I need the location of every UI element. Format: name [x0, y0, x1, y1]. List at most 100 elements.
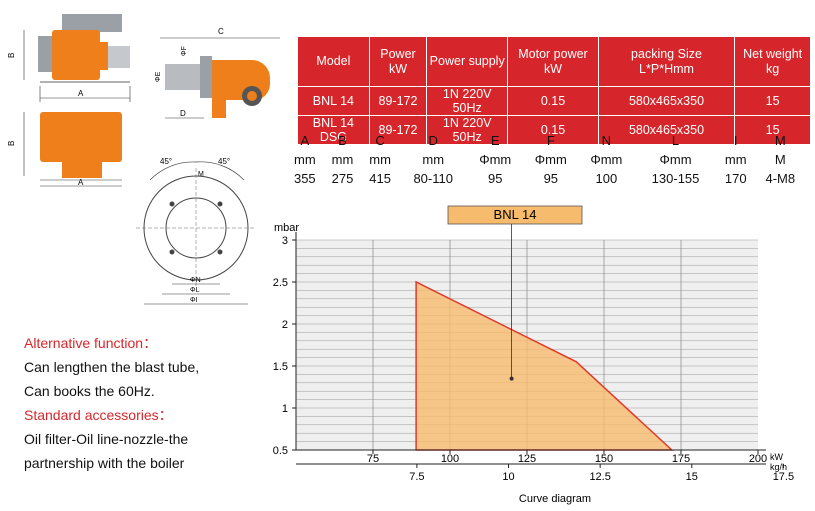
- cell-power: 89-172: [368, 86, 428, 116]
- dim-value: 80-110: [413, 171, 453, 186]
- dim-label-l: ΦL: [190, 287, 200, 294]
- table-row: BNL 14 DSG 89-172 1N 220V 50Hz 0.15 580x…: [297, 115, 811, 145]
- x-tick-label-kgh: 15: [686, 471, 698, 483]
- dim-unit: mm: [369, 152, 391, 167]
- dim-value: 4-M8: [765, 171, 796, 186]
- dim-value: 355: [293, 171, 316, 186]
- dim-value: 100: [595, 171, 618, 186]
- standard-accessories-title: Standard accessories：: [24, 407, 173, 423]
- cell-power-supply: 1N 220V 50Hz: [426, 115, 509, 145]
- flange-drawing: 45° 45° M ΦN ΦL ΦI: [136, 157, 256, 305]
- burner-side-view: A B: [7, 14, 131, 102]
- dimension-table: A B C D E F N L I M mm mm mm mm Φmm Φmm …: [286, 131, 806, 188]
- dim-value: 275: [331, 171, 354, 186]
- dim-letter: B: [338, 133, 347, 148]
- dim-value: 170: [724, 171, 747, 186]
- standard-accessories-line-1: Oil filter-Oil line-nozzle-the: [24, 431, 189, 447]
- x-unit-kgh: kg/h: [770, 462, 787, 472]
- dimension-letters-row: A B C D E F N L I M: [286, 131, 806, 150]
- technical-drawings: A B A B C ΦF D ΦE 45° 45°: [7, 14, 280, 305]
- dim-unit: mm: [422, 152, 445, 167]
- header-power: Power kW: [368, 36, 428, 87]
- dim-letter: M: [774, 133, 786, 148]
- header-motor-power: Motor power kW: [507, 36, 599, 87]
- x-tick-label-kgh: 10: [502, 471, 514, 483]
- y-tick-label: 1.5: [273, 361, 288, 373]
- dim-label-a: A: [78, 89, 84, 98]
- dim-letter: E: [490, 133, 500, 148]
- title-pointer-dot: [509, 376, 514, 381]
- angle-label-right: 45°: [218, 157, 230, 166]
- header-net-weight: Net weight kg: [734, 36, 811, 87]
- x-tick-label-kgh: 7.5: [409, 471, 424, 483]
- dim-unit: mm: [331, 152, 354, 167]
- burner-top-view: A B: [7, 112, 122, 187]
- dim-label-d: D: [180, 109, 186, 118]
- x-tick-label-kw: 150: [595, 453, 613, 465]
- cell-model: BNL 14: [297, 86, 370, 116]
- dim-label-i: ΦI: [190, 297, 198, 304]
- dim-unit: mm: [293, 152, 316, 167]
- y-tick-label: 2.5: [273, 277, 288, 289]
- y-axis-label: mbar: [274, 222, 299, 234]
- dim-letter: L: [671, 133, 680, 148]
- y-tick-label: 3: [282, 235, 288, 247]
- dim-label-f: ΦF: [181, 46, 188, 56]
- dim-label-n: ΦN: [190, 277, 201, 284]
- header-model: Model: [297, 36, 370, 87]
- dim-label-m: M: [198, 171, 204, 178]
- dim-letter: I: [733, 133, 738, 148]
- chart-title: BNL 14: [494, 207, 537, 222]
- y-tick-labels: 0.5 1 1.5 2 2.5 3: [273, 235, 296, 457]
- x-tick-label-kw: 125: [518, 453, 536, 465]
- dim-label-c: C: [218, 27, 224, 36]
- y-tick-label: 2: [282, 319, 288, 331]
- dim-label-a-2: A: [78, 178, 84, 187]
- dimension-values-row: 355 275 415 80-110 95 95 100 130-155 170…: [286, 169, 806, 188]
- cell-net-weight: 15: [734, 115, 811, 145]
- table-row: BNL 14 89-172 1N 220V 50Hz 0.15 580x465x…: [297, 86, 811, 116]
- dim-value: 95: [488, 171, 503, 186]
- x-unit-kw: kW: [770, 452, 784, 462]
- x-tick-label-kw: 175: [672, 453, 690, 465]
- x-tick-label-kgh: 12.5: [589, 471, 610, 483]
- alternative-function-line-1: Can lengthen the blast tube,: [24, 359, 200, 375]
- x-tick-label-kw: 200: [749, 453, 767, 465]
- cell-net-weight: 15: [734, 86, 811, 116]
- standard-accessories-line-2: partnership with the boiler: [24, 455, 185, 471]
- spec-table: Model Power kW Power supply Motor power …: [297, 36, 811, 145]
- header-power-supply: Power supply: [426, 36, 509, 87]
- dim-value: 415: [369, 171, 391, 186]
- dim-letter: F: [546, 133, 555, 148]
- cell-power: 89-172: [368, 115, 428, 145]
- dim-value: 130-155: [651, 171, 700, 186]
- dim-letter: N: [601, 133, 612, 148]
- x-tick-label-kgh: 17.5: [773, 471, 794, 483]
- cell-packing-size: 580x465x350: [597, 86, 736, 116]
- dim-letter: D: [428, 133, 438, 148]
- header-packing-size: packing Size L*P*Hmm: [597, 36, 736, 87]
- x-tick-label-kw: 75: [367, 453, 379, 465]
- dim-unit: Φmm: [479, 152, 512, 167]
- dim-letter: C: [375, 133, 385, 148]
- y-tick-label: 1: [282, 403, 288, 415]
- cell-packing-size: 580x465x350: [597, 115, 736, 145]
- dim-letter: A: [300, 133, 310, 148]
- dim-label-e: ΦE: [155, 71, 162, 82]
- alternative-function-line-2: Can books the 60Hz.: [24, 383, 155, 399]
- y-tick-label: 0.5: [273, 445, 288, 457]
- angle-label-left: 45°: [160, 157, 172, 166]
- dim-unit: Φmm: [534, 152, 567, 167]
- x-tick-label-kw: 100: [441, 453, 459, 465]
- cell-motor-power: 0.15: [507, 86, 599, 116]
- cell-power-supply: 1N 220V 50Hz: [426, 86, 509, 116]
- chart-caption: Curve diagram: [519, 493, 591, 505]
- dim-unit: Φmm: [659, 152, 692, 167]
- dim-unit: mm: [724, 152, 747, 167]
- dim-value: 95: [543, 171, 559, 186]
- notes-block: Alternative function： Can lengthen the b…: [24, 331, 199, 475]
- dim-label-b-2: B: [7, 141, 16, 146]
- chart-axes: [295, 232, 766, 465]
- cell-motor-power: 0.15: [507, 115, 599, 145]
- dim-label-b: B: [7, 53, 16, 58]
